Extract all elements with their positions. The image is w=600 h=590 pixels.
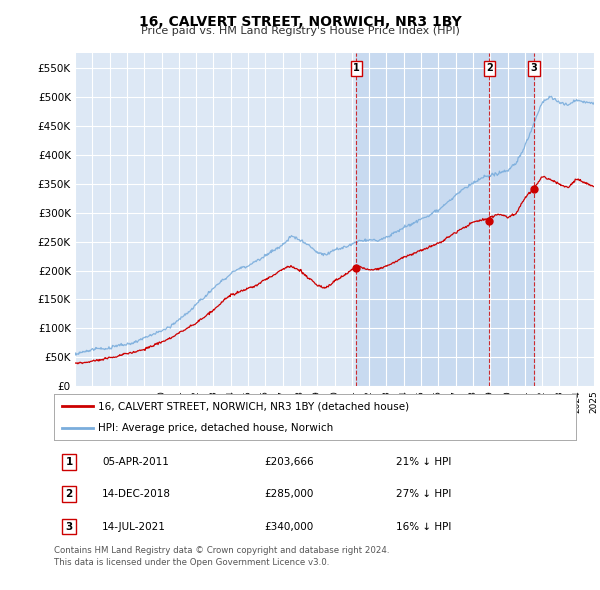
Text: 16, CALVERT STREET, NORWICH, NR3 1BY (detached house): 16, CALVERT STREET, NORWICH, NR3 1BY (de…: [98, 401, 409, 411]
Text: 16% ↓ HPI: 16% ↓ HPI: [396, 522, 451, 532]
Text: £203,666: £203,666: [264, 457, 314, 467]
Text: £285,000: £285,000: [264, 489, 313, 499]
Bar: [356, 53, 534, 386]
Text: 05-APR-2011: 05-APR-2011: [102, 457, 169, 467]
Text: 2: 2: [65, 489, 73, 499]
Text: 1: 1: [65, 457, 73, 467]
Text: Contains HM Land Registry data © Crown copyright and database right 2024.
This d: Contains HM Land Registry data © Crown c…: [54, 546, 389, 566]
Text: 2: 2: [486, 63, 493, 73]
Text: Price paid vs. HM Land Registry's House Price Index (HPI): Price paid vs. HM Land Registry's House …: [140, 26, 460, 36]
Text: 27% ↓ HPI: 27% ↓ HPI: [396, 489, 451, 499]
Text: £340,000: £340,000: [264, 522, 313, 532]
Text: 3: 3: [531, 63, 538, 73]
Text: HPI: Average price, detached house, Norwich: HPI: Average price, detached house, Norw…: [98, 423, 334, 433]
Text: 16, CALVERT STREET, NORWICH, NR3 1BY: 16, CALVERT STREET, NORWICH, NR3 1BY: [139, 15, 461, 29]
Text: 21% ↓ HPI: 21% ↓ HPI: [396, 457, 451, 467]
Text: 3: 3: [65, 522, 73, 532]
Text: 14-JUL-2021: 14-JUL-2021: [102, 522, 166, 532]
Text: 1: 1: [353, 63, 360, 73]
Text: 14-DEC-2018: 14-DEC-2018: [102, 489, 171, 499]
